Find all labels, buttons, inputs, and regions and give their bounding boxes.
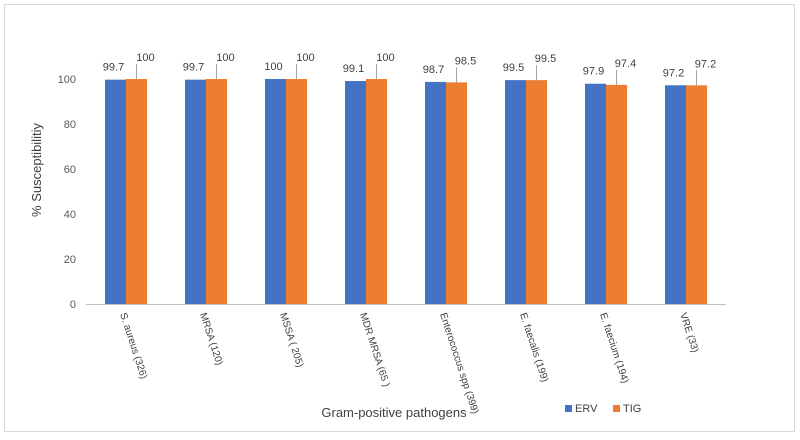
bar-erv-s-aureus-326 (105, 79, 126, 304)
x-axis-title: Gram-positive pathogens (321, 405, 467, 420)
x-category-label: MRSA (120) (197, 312, 224, 367)
data-label-erv: 98.7 (423, 64, 444, 76)
y-axis-title: % Susceptibilitiy (29, 123, 44, 217)
data-labels: 99.7 100 99.7 100 100 100 99.1 100 98.7 98.5 99.5 9… (103, 52, 716, 79)
bar-tig-mrsa-120 (206, 79, 227, 304)
data-label-erv: 99.5 (503, 62, 524, 74)
data-label-tig: 98.5 (455, 55, 476, 67)
y-tick-label: 20 (64, 254, 76, 266)
bar-erv-mssa-205 (265, 79, 286, 304)
x-category-label: MSSA ( 205) (277, 312, 305, 369)
x-category-label: Enterococcus spp (399) (437, 312, 480, 416)
bar-tig-mdr-mrsa-65 (366, 79, 387, 304)
data-label-tig: 100 (376, 52, 394, 64)
x-category-label: E. faecalis (199) (517, 312, 550, 384)
bar-erv-e-faecium-194 (585, 83, 606, 304)
data-label-erv: 100 (264, 61, 282, 73)
data-label-erv: 97.9 (583, 66, 604, 78)
bars (105, 79, 707, 305)
legend-label-erv: ERV (575, 403, 598, 415)
legend: ERV TIG (565, 403, 641, 415)
data-label-tig: 100 (216, 52, 234, 64)
bar-erv-vre-33 (665, 85, 686, 304)
data-label-erv: 99.7 (103, 62, 124, 74)
bar-tig-e-faecalis-199 (526, 80, 547, 304)
data-label-erv: 99.1 (343, 63, 364, 75)
y-tick-label: 40 (64, 209, 76, 221)
y-tick-label: 0 (70, 299, 76, 311)
data-label-tig: 97.4 (615, 58, 636, 70)
data-label-tig: 100 (136, 52, 154, 64)
data-label-erv: 97.2 (663, 67, 684, 79)
bar-tig-vre-33 (686, 85, 707, 304)
bar-erv-mdr-mrsa-65 (345, 81, 366, 305)
legend-swatch-erv (565, 405, 572, 412)
y-tick-label: 100 (58, 74, 76, 86)
bar-erv-mrsa-120 (185, 79, 206, 304)
bar-erv-enterococcus-spp-399 (425, 81, 446, 304)
bar-tig-enterococcus-spp-399 (446, 82, 467, 304)
x-category-label: MDR MRSA (65 ) (357, 312, 391, 389)
leader-lines (136, 64, 697, 86)
bar-tig-s-aureus-326 (126, 79, 147, 304)
bar-erv-e-faecalis-199 (505, 80, 526, 304)
y-axis-ticks: 0 20 40 60 80 100 (58, 74, 76, 311)
bar-tig-e-faecium-194 (606, 84, 627, 304)
x-axis-category-labels: S. aureus (326) MRSA (120) MSSA ( 205) MDR … (117, 312, 700, 416)
x-category-label: E. faecium (194) (597, 312, 630, 385)
legend-swatch-tig (613, 405, 620, 412)
data-label-tig: 100 (296, 52, 314, 64)
data-label-tig: 97.2 (695, 58, 716, 70)
data-label-erv: 99.7 (183, 62, 204, 74)
bar-tig-mssa-205 (286, 79, 307, 304)
legend-label-tig: TIG (623, 403, 641, 415)
data-label-tig: 99.5 (535, 53, 556, 65)
y-tick-label: 60 (64, 164, 76, 176)
x-category-label: S. aureus (326) (117, 312, 149, 381)
x-category-label: VRE (33) (677, 312, 700, 355)
y-tick-label: 80 (64, 119, 76, 131)
